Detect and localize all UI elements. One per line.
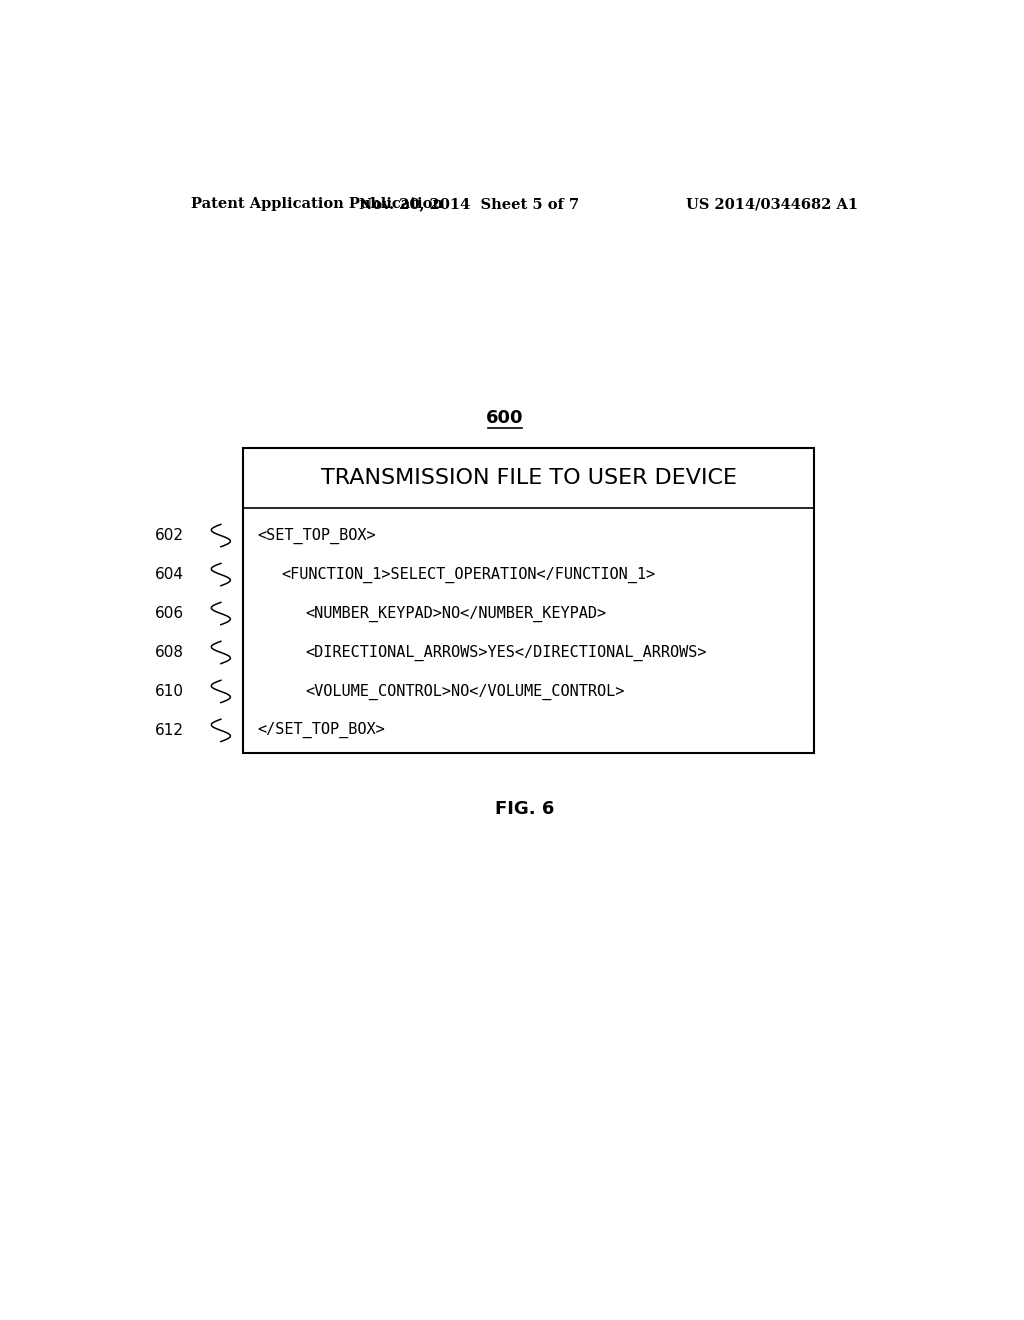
Bar: [243, 447, 814, 752]
Text: 606: 606: [155, 606, 183, 620]
Text: 600: 600: [486, 409, 523, 426]
Text: FIG. 6: FIG. 6: [496, 800, 554, 818]
Text: <SET_TOP_BOX>: <SET_TOP_BOX>: [257, 528, 376, 544]
Text: 610: 610: [155, 684, 183, 698]
Text: <VOLUME_CONTROL>NO</VOLUME_CONTROL>: <VOLUME_CONTROL>NO</VOLUME_CONTROL>: [305, 684, 625, 700]
Text: TRANSMISSION FILE TO USER DEVICE: TRANSMISSION FILE TO USER DEVICE: [321, 467, 737, 488]
Text: <DIRECTIONAL_ARROWS>YES</DIRECTIONAL_ARROWS>: <DIRECTIONAL_ARROWS>YES</DIRECTIONAL_ARR…: [305, 644, 707, 660]
Text: <NUMBER_KEYPAD>NO</NUMBER_KEYPAD>: <NUMBER_KEYPAD>NO</NUMBER_KEYPAD>: [305, 606, 606, 622]
Text: 608: 608: [155, 645, 183, 660]
Text: 604: 604: [155, 568, 183, 582]
Text: Patent Application Publication: Patent Application Publication: [191, 197, 443, 211]
Text: 612: 612: [155, 723, 183, 738]
Text: Nov. 20, 2014  Sheet 5 of 7: Nov. 20, 2014 Sheet 5 of 7: [359, 197, 580, 211]
Text: </SET_TOP_BOX>: </SET_TOP_BOX>: [257, 722, 385, 738]
Text: <FUNCTION_1>SELECT_OPERATION</FUNCTION_1>: <FUNCTION_1>SELECT_OPERATION</FUNCTION_1…: [282, 566, 655, 582]
Text: 602: 602: [155, 528, 183, 543]
Text: US 2014/0344682 A1: US 2014/0344682 A1: [686, 197, 858, 211]
